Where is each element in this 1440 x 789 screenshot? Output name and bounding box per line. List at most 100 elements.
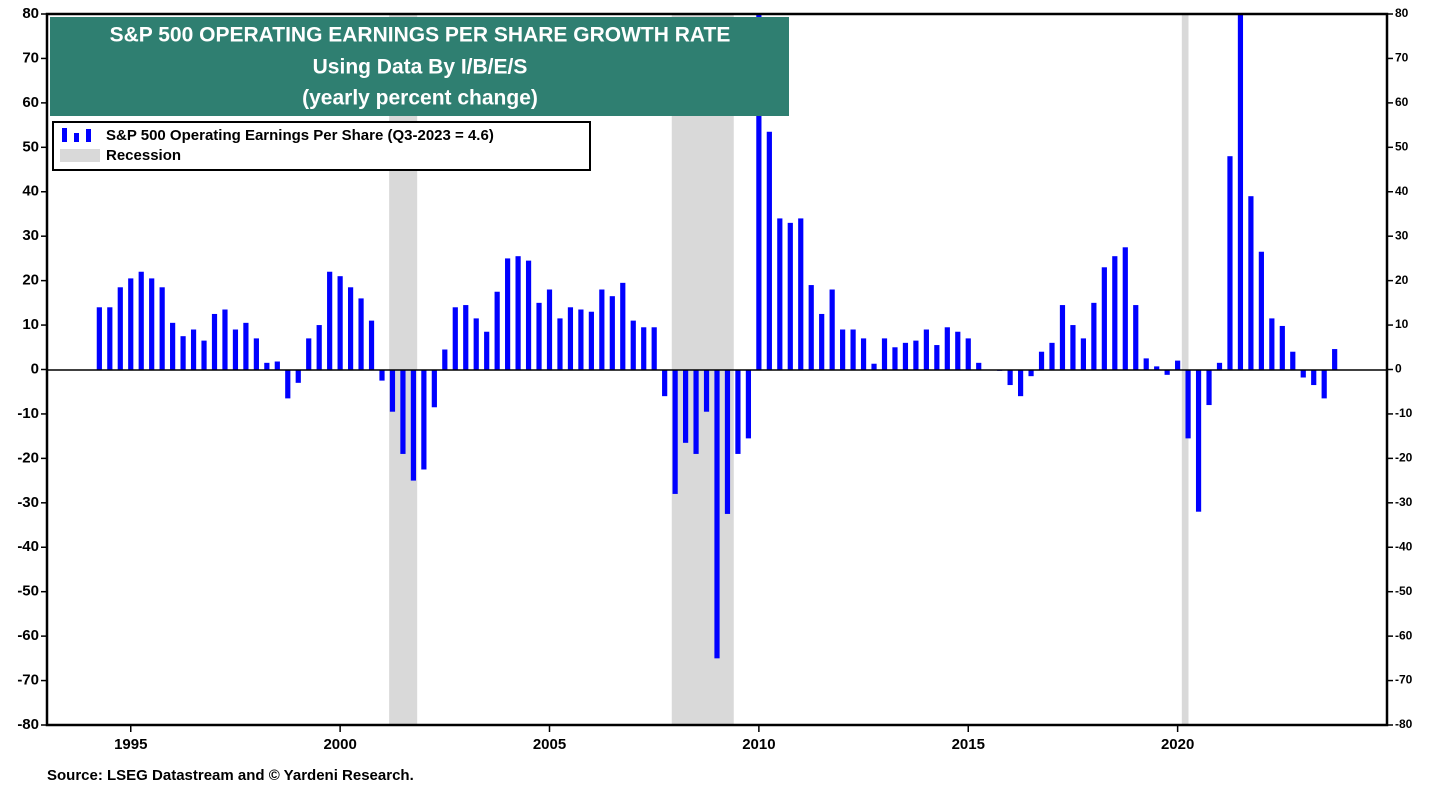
bar	[138, 271, 144, 370]
bar	[756, 14, 762, 370]
bar	[714, 369, 720, 659]
bar	[1185, 369, 1191, 439]
x-tick-label: 2015	[952, 736, 985, 753]
y-tick-label: 40	[1395, 184, 1409, 198]
y-tick-label: -80	[1395, 717, 1413, 731]
bar	[955, 331, 961, 370]
bar	[1279, 325, 1285, 370]
source-note: Source: LSEG Datastream and © Yardeni Re…	[47, 767, 414, 784]
y-tick-label: 10	[22, 316, 39, 333]
bar	[1321, 369, 1327, 399]
chart-title: S&P 500 OPERATING EARNINGS PER SHARE GRO…	[110, 24, 731, 47]
axes: -80 -80 -70 -70 -60 -60 -50 -50 -40 -40 -30 -30 -20 -…	[17, 5, 1412, 753]
bar	[892, 347, 898, 370]
y-tick-label: 20	[22, 272, 39, 289]
bar	[965, 338, 971, 370]
bar	[902, 342, 909, 370]
y-tick-label: 20	[1395, 273, 1409, 287]
bar	[316, 325, 322, 370]
bar	[840, 329, 846, 370]
bar	[211, 313, 218, 370]
y-tick-label: -20	[1395, 451, 1413, 465]
bar	[1290, 351, 1296, 370]
bar	[1195, 369, 1202, 512]
bar	[180, 336, 186, 370]
bar	[777, 218, 783, 370]
y-tick-label: 10	[1395, 317, 1409, 331]
bar	[641, 327, 647, 370]
bar	[557, 318, 563, 370]
bars	[96, 14, 1338, 659]
bar	[536, 302, 542, 370]
bar	[1269, 318, 1275, 370]
bar	[829, 289, 835, 370]
bar	[850, 329, 856, 370]
bar	[515, 256, 521, 370]
bar	[871, 363, 877, 370]
y-tick-label: 60	[1395, 95, 1409, 109]
bar	[923, 329, 929, 370]
bar	[546, 289, 553, 370]
y-tick-label: -30	[1395, 495, 1413, 509]
bar	[703, 369, 710, 412]
chart-subtitle: (yearly percent change)	[302, 87, 538, 110]
y-tick-label: -10	[17, 405, 39, 422]
bar	[190, 329, 197, 370]
bar	[295, 369, 301, 383]
bar	[682, 369, 689, 443]
y-tick-label: 50	[22, 138, 39, 155]
bar	[232, 329, 239, 370]
bar	[1122, 247, 1128, 370]
bar	[1091, 302, 1097, 370]
y-tick-label: -60	[1395, 628, 1413, 642]
bar	[662, 369, 668, 397]
bar	[525, 260, 532, 370]
y-tick-label: -30	[17, 494, 39, 511]
bar	[735, 369, 741, 454]
bar	[630, 320, 636, 370]
bar	[306, 338, 312, 370]
bar	[1248, 196, 1254, 370]
y-tick-label: -70	[17, 672, 39, 689]
legend-label: S&P 500 Operating Earnings Per Share (Q3…	[106, 127, 494, 144]
title-box	[50, 17, 789, 116]
bar	[327, 271, 333, 370]
bar	[1112, 256, 1118, 370]
legend-swatch	[60, 149, 100, 162]
bar	[128, 278, 134, 370]
bar	[1017, 369, 1024, 397]
y-tick-label: 0	[31, 360, 39, 377]
bar	[431, 369, 437, 408]
bar	[1300, 369, 1306, 378]
bar	[1332, 349, 1338, 370]
y-tick-label: 70	[1395, 51, 1409, 65]
bar	[1227, 156, 1233, 370]
legend-label: Recession	[106, 147, 181, 164]
x-tick-label: 1995	[114, 736, 147, 753]
bar	[934, 345, 940, 370]
x-tick-label: 2005	[533, 736, 566, 753]
bar	[1028, 369, 1034, 377]
bar	[913, 340, 919, 370]
bar	[1216, 362, 1223, 370]
bar	[505, 258, 511, 370]
bar	[253, 338, 259, 370]
bar	[494, 291, 500, 370]
legend-swatch	[62, 128, 91, 142]
bar	[484, 331, 490, 370]
bar	[421, 369, 427, 470]
bar	[410, 369, 417, 481]
bar	[463, 305, 469, 370]
y-tick-label: 80	[1395, 6, 1409, 20]
y-tick-label: 0	[1395, 362, 1402, 376]
bar	[1175, 360, 1181, 370]
bar	[1237, 14, 1244, 370]
bar	[1311, 369, 1317, 386]
bar	[588, 311, 594, 370]
bar	[609, 296, 615, 370]
bar	[651, 327, 657, 370]
bar	[473, 318, 479, 370]
x-tick-label: 2010	[742, 736, 775, 753]
y-tick-label: 50	[1395, 139, 1409, 153]
